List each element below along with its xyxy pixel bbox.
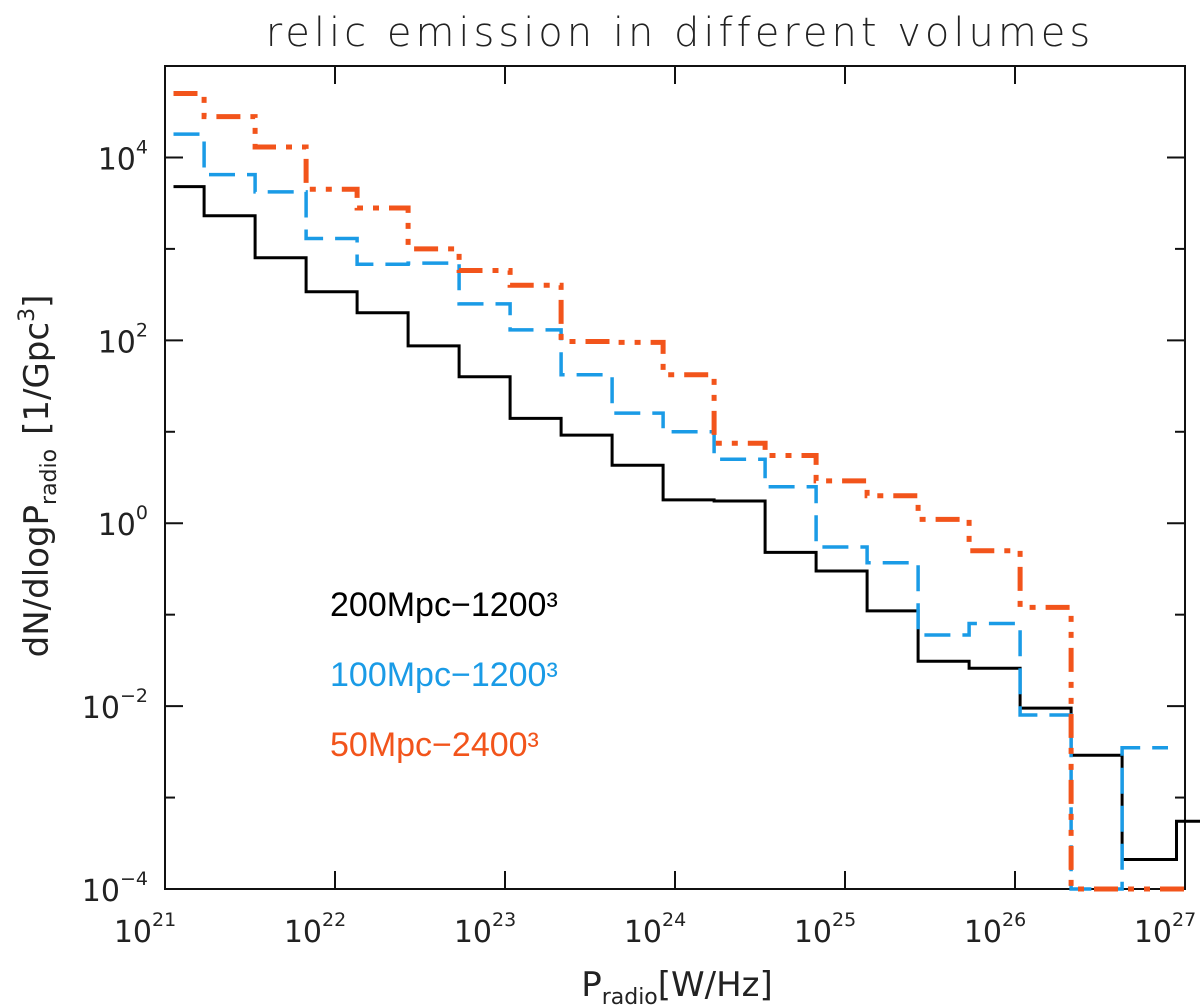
y-tick-labels: 10−4 10−2 100 102 104	[82, 136, 148, 909]
axis-ticks	[164, 65, 1186, 890]
series-line-0	[173, 185, 1200, 861]
x-axis-label: Pradio[W/Hz]	[581, 965, 773, 1006]
y-tick-label: 104	[98, 136, 148, 177]
series-line-2	[173, 91, 1194, 892]
legend-entry-0: 200Mpc−1200³	[330, 586, 558, 624]
y-tick-label: 10−2	[82, 685, 148, 726]
x-tick-label: 1025	[794, 909, 856, 950]
series-line-1	[173, 132, 1168, 891]
plot-frame	[164, 65, 1186, 890]
x-tick-label: 1023	[454, 909, 516, 950]
x-tick-label: 1021	[114, 909, 176, 950]
x-tick-label: 1027	[1134, 909, 1196, 950]
legend-entry-1: 100Mpc−1200³	[330, 656, 558, 694]
legend-entry-2: 50Mpc−2400³	[330, 726, 539, 764]
x-tick-label: 1024	[624, 909, 686, 950]
y-tick-label: 100	[98, 502, 148, 543]
y-tick-label: 102	[98, 319, 148, 360]
x-tick-label: 1022	[284, 909, 346, 950]
x-tick-labels: 1021 1022 1023 1024 1025 1026 1027	[114, 909, 1196, 950]
legend: 200Mpc−1200³ 100Mpc−1200³ 50Mpc−2400³	[330, 586, 558, 764]
x-tick-label: 1026	[964, 909, 1026, 950]
y-axis-label: dN/dlogPradio[1/Gpc3]	[15, 295, 62, 658]
y-tick-label: 10−4	[82, 868, 148, 909]
series-group	[173, 91, 1200, 892]
chart-title: relic emission in different volumes	[266, 10, 1095, 56]
